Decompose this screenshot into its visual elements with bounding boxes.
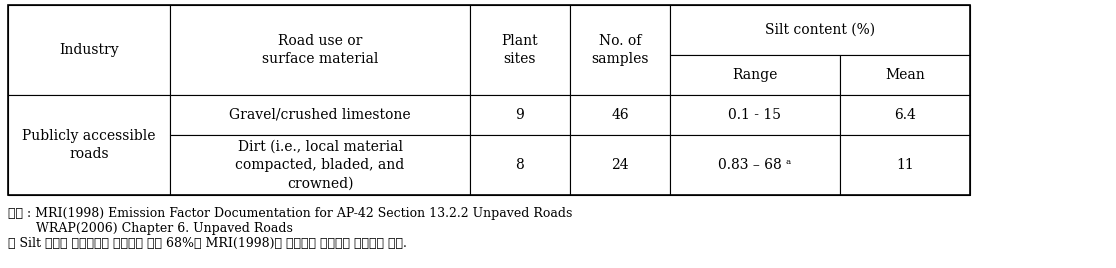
Bar	[840, 55, 970, 95]
Text: Mean: Mean	[885, 68, 925, 82]
Bar	[8, 95, 170, 195]
Text: No. of
samples: No. of samples	[591, 34, 648, 66]
Text: Range: Range	[732, 68, 778, 82]
Bar	[840, 135, 970, 195]
Text: Plant
sites: Plant sites	[502, 34, 538, 66]
Bar	[8, 5, 170, 95]
Text: 출처 : MRI(1998) Emission Factor Documentation for AP-42 Section 13.2.2 Unpaved Ro: 출처 : MRI(1998) Emission Factor Documenta…	[8, 207, 573, 220]
Bar	[8, 5, 970, 195]
Text: 24: 24	[612, 158, 628, 172]
Bar	[670, 135, 840, 195]
Text: Industry: Industry	[59, 43, 118, 57]
Bar	[570, 95, 670, 135]
Text: 0.83 – 68 ᵃ: 0.83 – 68 ᵃ	[719, 158, 791, 172]
Bar	[670, 55, 840, 95]
Text: Gravel/crushed limestone: Gravel/crushed limestone	[229, 108, 411, 122]
Bar	[670, 95, 840, 135]
Bar	[470, 135, 570, 195]
Text: 11: 11	[896, 158, 914, 172]
Text: 46: 46	[612, 108, 628, 122]
Bar	[670, 5, 970, 55]
Text: Dirt (i.e., local material
compacted, bladed, and
crowned): Dirt (i.e., local material compacted, bl…	[235, 140, 405, 190]
Text: 0.1 - 15: 0.1 - 15	[729, 108, 781, 122]
Text: Publicly accessible
roads: Publicly accessible roads	[22, 129, 156, 161]
Bar	[570, 5, 670, 95]
Bar	[840, 95, 970, 135]
Text: ※ Silt 함량의 최대값으로 제시되어 있는 68%는 MRI(1998)의 참고문헌 자료에서 확인되지 않음.: ※ Silt 함량의 최대값으로 제시되어 있는 68%는 MRI(1998)의…	[8, 237, 407, 250]
Text: 6.4: 6.4	[894, 108, 916, 122]
Text: 9: 9	[516, 108, 525, 122]
Text: Silt content (%): Silt content (%)	[764, 23, 875, 37]
Bar	[170, 5, 470, 95]
Bar	[470, 5, 570, 95]
Bar	[570, 135, 670, 195]
Bar	[470, 95, 570, 135]
Text: Road use or
surface material: Road use or surface material	[262, 34, 378, 66]
Bar	[170, 95, 470, 135]
Text: WRAP(2006) Chapter 6. Unpaved Roads: WRAP(2006) Chapter 6. Unpaved Roads	[8, 222, 292, 235]
Text: 8: 8	[516, 158, 525, 172]
Bar	[170, 135, 470, 195]
